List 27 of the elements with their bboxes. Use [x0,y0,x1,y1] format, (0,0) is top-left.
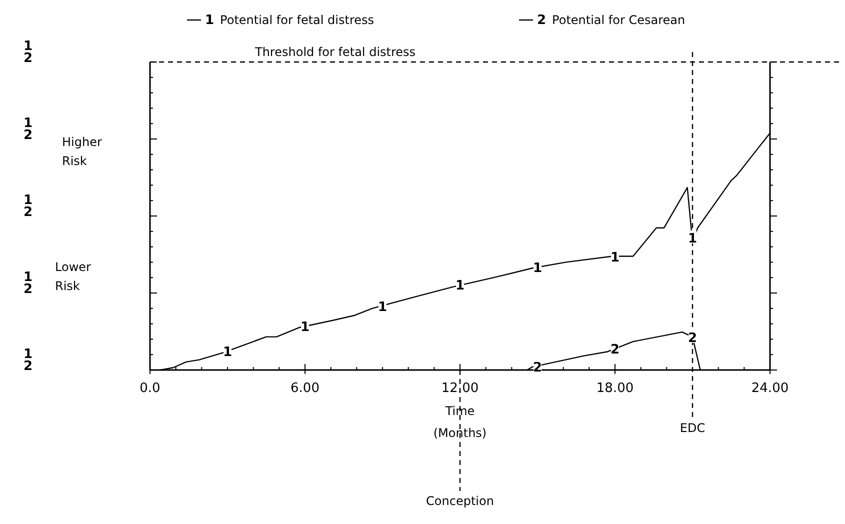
text: 1 2 [23,116,33,143]
annotation: 1 [532,260,542,276]
annotation: 1 [378,300,388,316]
x-tick-label: 12.00 [441,381,479,396]
text: 1 2 [23,39,33,66]
annotation: 1 [455,278,465,294]
ref-line-label: Conception [426,494,494,508]
text: Higher Risk [62,135,102,168]
annotation: 2 [532,360,542,376]
text: Lower Risk [55,260,92,293]
annotation: 1 [610,250,620,266]
x-tick-label: 6.00 [290,381,320,396]
annotation: 1 [688,231,698,246]
ref-line-label: Threshold for fetal distress [254,45,416,59]
x-tick-label: 0.0 [140,381,160,396]
text: 1 2 [23,270,33,297]
x-tick-label: 18.00 [596,381,634,396]
annotation: 1 [222,345,232,360]
legend-label: 2 Potential for Cesarean [537,13,686,28]
legend-label: 1 Potential for fetal distress [205,13,374,28]
ref-line-label: EDC [680,421,706,435]
annotation: 1 [300,320,310,336]
annotation: 2 [610,342,620,358]
x-tick-label: 24.00 [751,381,789,396]
x-axis-title: Time (Months) [433,404,487,440]
text: 1 2 [23,193,33,220]
text: 1 2 [23,347,33,374]
